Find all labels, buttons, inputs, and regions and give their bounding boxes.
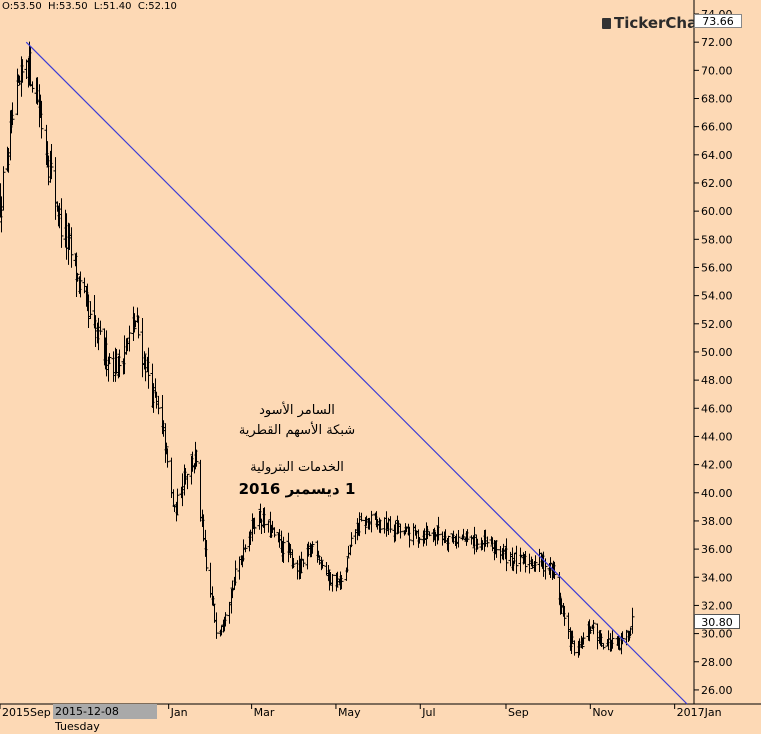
y-tick-label: 32.00: [701, 599, 733, 612]
y-tick-label: 48.00: [701, 374, 733, 387]
y-tick-label: 62.00: [701, 177, 733, 190]
ohlc-readout: O:53.50 H:53.50 L:51.40 C:52.10: [2, 1, 177, 12]
y-tick-label: 68.00: [701, 92, 733, 105]
crosshair-date-label: 2015-12-08 Tuesday: [53, 704, 157, 733]
annotation-date: 1 ديسمبر 2016: [238, 480, 356, 498]
x-tick-label: 2017Jan: [677, 706, 722, 719]
x-tick-label: 2015Sep: [2, 706, 51, 719]
y-tick-label: 34.00: [701, 571, 733, 584]
y-tick-label: 26.00: [701, 684, 733, 697]
y-tick-label: 38.00: [701, 515, 733, 528]
y-tick-label: 36.00: [701, 543, 733, 556]
y-tick-label: 72.00: [701, 36, 733, 49]
y-tick-label: 56.00: [701, 261, 733, 274]
x-tick-label: May: [338, 706, 361, 719]
annotation-network: شبكة الأسهم القطرية: [238, 423, 356, 438]
y-tick-label: 42.00: [701, 459, 733, 472]
tickerchart-logo: TickerChart: [602, 14, 712, 32]
y-tick-label: 52.00: [701, 318, 733, 331]
y-tick-label: 66.00: [701, 121, 733, 134]
y-tick-label: 46.00: [701, 402, 733, 415]
last-price-marker: 30.80: [694, 614, 740, 629]
y-tick-label: 54.00: [701, 290, 733, 303]
y-tick-label: 44.00: [701, 430, 733, 443]
x-tick-label: Jan: [170, 706, 188, 719]
y-tick-label: 60.00: [701, 205, 733, 218]
x-tick-label: Nov: [592, 706, 614, 719]
top-price-marker: 73.66: [694, 14, 742, 28]
annotation-author: السامر الأسود: [259, 403, 335, 418]
y-tick-label: 28.00: [701, 656, 733, 669]
annotation-stock-name: الخدمات البترولية: [250, 460, 344, 475]
y-tick-label: 50.00: [701, 346, 733, 359]
y-tick-label: 40.00: [701, 487, 733, 500]
logo-icon: [602, 18, 611, 29]
y-tick-label: 30.00: [701, 628, 733, 641]
x-tick-label: Sep: [508, 706, 529, 719]
y-tick-label: 64.00: [701, 149, 733, 162]
x-tick-label: Mar: [254, 706, 275, 719]
y-tick-label: 70.00: [701, 64, 733, 77]
x-tick-label: Jul: [421, 706, 435, 719]
price-chart: 26.00 28.00 30.00 32.00 34.00 36.00 38.00 40.00…: [0, 0, 761, 719]
y-tick-label: 58.00: [701, 233, 733, 246]
trendline: [25, 41, 688, 705]
logo-text: TickerChart: [614, 14, 712, 32]
